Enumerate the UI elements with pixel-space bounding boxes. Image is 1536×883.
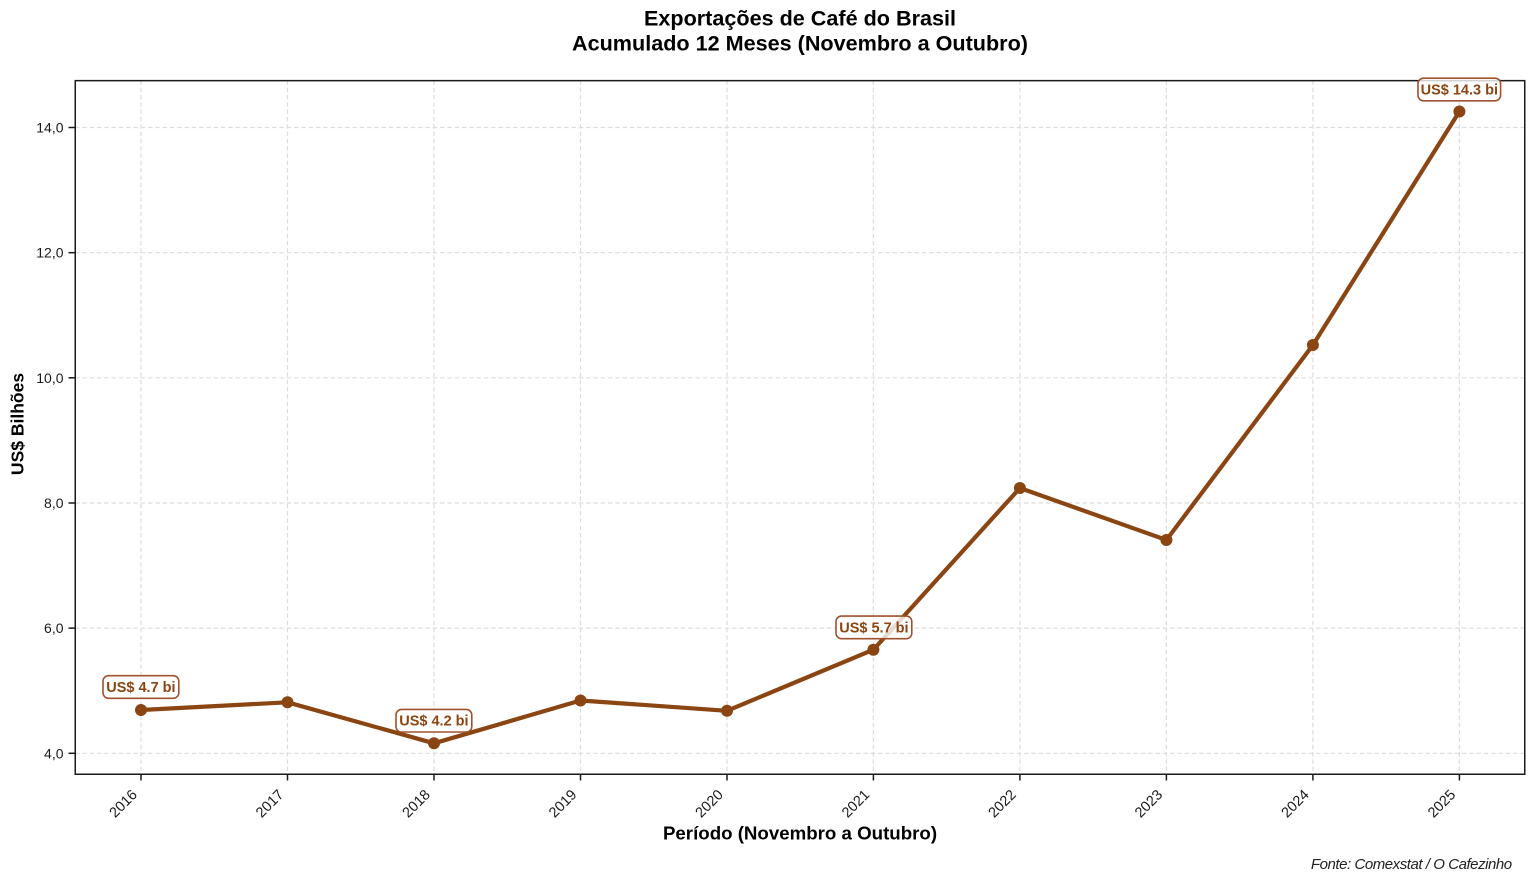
svg-text:Fonte: Comexstat / O Cafezinho: Fonte: Comexstat / O Cafezinho: [1311, 856, 1512, 873]
svg-text:Período (Novembro a Outubro): Período (Novembro a Outubro): [663, 822, 937, 843]
svg-text:Exportações de Café do Brasil: Exportações de Café do Brasil: [644, 6, 956, 31]
svg-text:6,0: 6,0: [44, 620, 64, 636]
svg-text:US$ Bilhões: US$ Bilhões: [8, 373, 28, 475]
svg-text:Acumulado 12 Meses (Novembro a: Acumulado 12 Meses (Novembro a Outubro): [572, 31, 1028, 56]
svg-text:4,0: 4,0: [44, 745, 64, 761]
svg-text:US$ 5.7 bi: US$ 5.7 bi: [839, 620, 908, 636]
svg-text:10,0: 10,0: [36, 370, 63, 386]
svg-text:14,0: 14,0: [36, 120, 63, 136]
svg-text:US$ 14.3 bi: US$ 14.3 bi: [1421, 83, 1498, 99]
svg-text:US$ 4.7 bi: US$ 4.7 bi: [106, 680, 175, 696]
svg-text:8,0: 8,0: [44, 495, 64, 511]
svg-text:12,0: 12,0: [36, 245, 63, 261]
svg-text:US$ 4.2 bi: US$ 4.2 bi: [399, 714, 468, 730]
